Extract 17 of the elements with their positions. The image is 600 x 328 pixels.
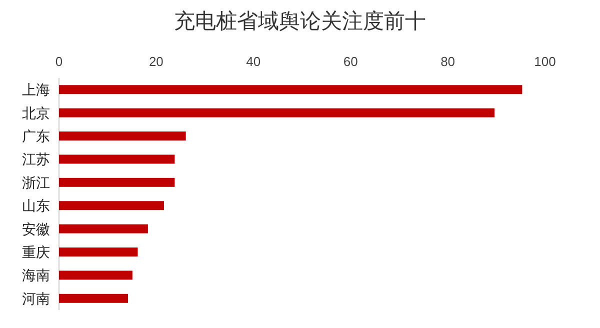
- y-tick-label: 河南: [22, 291, 50, 308]
- x-tick-label: 80: [440, 54, 456, 69]
- y-tick-label: 山东: [22, 198, 50, 215]
- x-tick-label: 60: [343, 54, 358, 69]
- y-tick-label: 重庆: [22, 245, 50, 261]
- y-tick-label: 江苏: [22, 152, 50, 168]
- y-tick-label: 浙江: [22, 175, 50, 192]
- x-tick-label: 0: [55, 54, 63, 69]
- y-tick-label: 广东: [22, 129, 50, 145]
- y-tick-label: 上海: [22, 82, 50, 99]
- x-tick-label: 20: [148, 54, 164, 69]
- y-tick-label: 安徽: [22, 222, 50, 238]
- y-tick-label: 海南: [22, 268, 50, 284]
- x-tick-label: 100: [534, 54, 556, 69]
- x-tick-label: 40: [246, 54, 261, 69]
- chart-title: 充电桩省域舆论关注度前十: [174, 9, 426, 33]
- y-tick-label: 北京: [22, 106, 50, 122]
